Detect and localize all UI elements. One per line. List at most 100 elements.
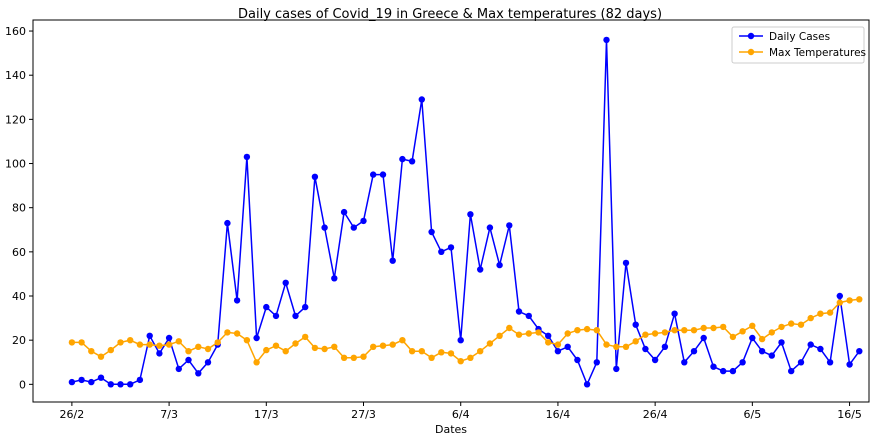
- data-point: [729, 333, 737, 341]
- data-point: [593, 359, 600, 366]
- data-point: [253, 334, 260, 342]
- data-point: [525, 330, 532, 337]
- data-point: [243, 337, 251, 344]
- data-point: [418, 96, 425, 103]
- legend-label: Daily Cases: [769, 31, 830, 43]
- series-line: [71, 298, 860, 364]
- data-point: [788, 367, 795, 375]
- data-point: [156, 350, 163, 357]
- data-point: [700, 324, 707, 332]
- data-point: [88, 348, 95, 355]
- data-point: [671, 327, 678, 334]
- data-point: [350, 224, 357, 231]
- data-point: [661, 343, 669, 350]
- data-point: [253, 359, 260, 366]
- data-point: [515, 331, 523, 338]
- y-tick-label: 140: [5, 69, 26, 82]
- data-point: [97, 374, 105, 381]
- data-point: [185, 348, 192, 355]
- legend-label: Max Temperatures: [769, 47, 866, 59]
- legend-item: Daily Cases: [739, 31, 830, 43]
- y-axis: 0 20 40 60 80 100 120 140 160: [5, 25, 33, 391]
- data-point: [233, 330, 241, 337]
- data-point: [195, 343, 202, 350]
- data-point: [185, 356, 192, 364]
- data-point: [224, 219, 231, 227]
- data-point: [778, 339, 785, 346]
- data-point: [681, 327, 688, 334]
- data-point: [749, 334, 756, 342]
- data-point: [564, 343, 571, 350]
- x-axis-label: Dates: [435, 423, 467, 436]
- data-point: [68, 339, 76, 346]
- data-point: [175, 338, 182, 345]
- y-tick-label: 40: [12, 290, 26, 303]
- data-point: [214, 339, 221, 346]
- data-point: [710, 363, 717, 370]
- data-point: [379, 342, 387, 349]
- data-point: [302, 333, 309, 341]
- data-point: [457, 358, 464, 365]
- data-point: [165, 334, 173, 342]
- data-point: [836, 299, 843, 306]
- data-point: [78, 376, 85, 384]
- data-point: [302, 303, 309, 311]
- data-point: [768, 329, 775, 336]
- data-point: [603, 36, 610, 44]
- data-point: [671, 310, 678, 317]
- data-point: [331, 343, 338, 350]
- data-point: [710, 324, 717, 332]
- data-point: [651, 330, 659, 337]
- data-point: [467, 354, 474, 361]
- y-tick-label: 120: [5, 113, 26, 126]
- data-point: [846, 361, 853, 368]
- data-point: [797, 359, 805, 366]
- data-point: [408, 158, 416, 165]
- data-point: [622, 259, 630, 267]
- data-point: [846, 297, 853, 304]
- legend-marker: [747, 48, 755, 56]
- data-point: [370, 343, 377, 350]
- data-point: [700, 334, 707, 342]
- data-point: [554, 341, 562, 348]
- y-tick-label: 100: [5, 158, 26, 171]
- data-point: [758, 335, 766, 343]
- data-point: [292, 312, 299, 320]
- data-point: [107, 381, 115, 388]
- data-point: [175, 365, 182, 373]
- data-point: [583, 325, 591, 333]
- x-tick-label: 26/2: [60, 408, 85, 421]
- legend-marker: [747, 32, 755, 40]
- data-point: [263, 346, 270, 354]
- data-point: [321, 224, 328, 231]
- data-point: [165, 341, 173, 348]
- data-point: [350, 354, 357, 361]
- data-point: [681, 359, 688, 366]
- data-point: [486, 340, 494, 347]
- x-tick-label: 16/5: [837, 408, 862, 421]
- data-point: [272, 342, 280, 349]
- data-point: [340, 354, 348, 361]
- data-point: [331, 275, 338, 282]
- data-point: [729, 367, 737, 375]
- data-point: [758, 348, 766, 355]
- series-1: [68, 296, 863, 366]
- data-point: [477, 266, 484, 273]
- data-point: [496, 332, 503, 339]
- data-point: [467, 211, 474, 218]
- y-tick-label: 20: [12, 334, 26, 347]
- data-point: [389, 341, 396, 348]
- data-point: [720, 323, 727, 331]
- data-point: [564, 330, 571, 337]
- data-point: [583, 381, 591, 388]
- data-point: [263, 303, 270, 311]
- legend: Daily Cases Max Temperatures: [731, 26, 866, 64]
- legend-item: Max Temperatures: [739, 47, 866, 59]
- data-point: [525, 312, 532, 320]
- data-point: [457, 337, 464, 344]
- data-point: [311, 173, 319, 180]
- data-point: [632, 338, 639, 345]
- x-tick-label: 17/3: [254, 408, 279, 421]
- data-point: [788, 320, 795, 327]
- data-point: [574, 356, 581, 364]
